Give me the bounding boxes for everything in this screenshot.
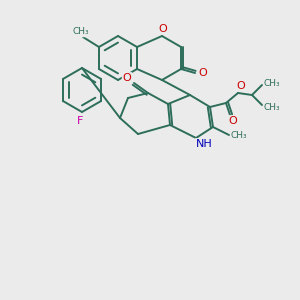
Text: O: O <box>199 68 207 78</box>
Text: NH: NH <box>196 139 212 149</box>
Text: O: O <box>229 116 237 126</box>
Text: O: O <box>237 81 245 91</box>
Text: CH₃: CH₃ <box>264 79 280 88</box>
Text: F: F <box>77 116 83 126</box>
Text: CH₃: CH₃ <box>73 28 89 37</box>
Text: O: O <box>159 24 167 34</box>
Text: CH₃: CH₃ <box>264 103 280 112</box>
Text: O: O <box>123 73 131 83</box>
Text: CH₃: CH₃ <box>231 130 247 140</box>
